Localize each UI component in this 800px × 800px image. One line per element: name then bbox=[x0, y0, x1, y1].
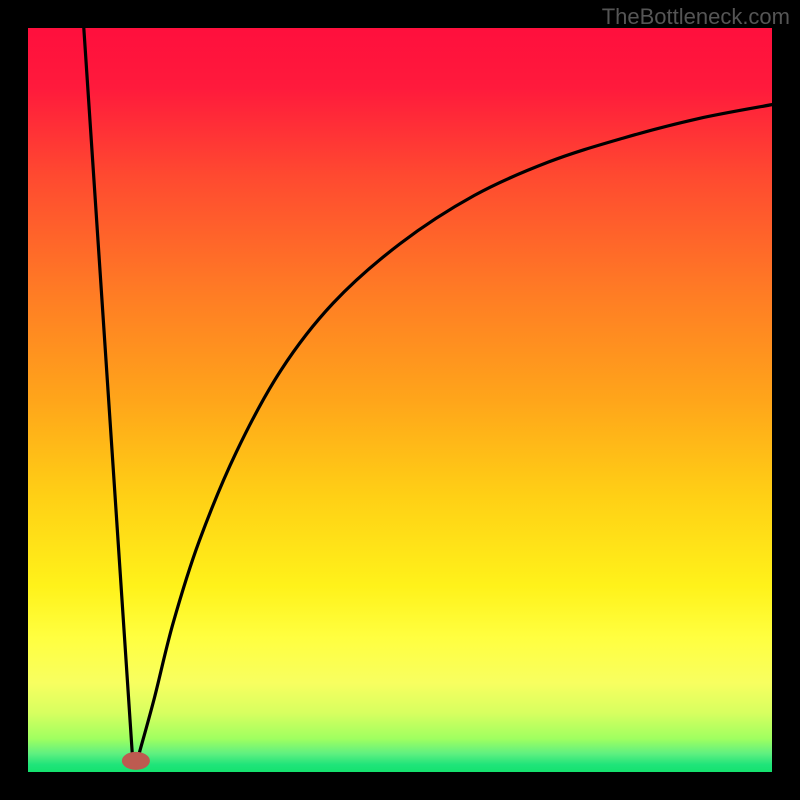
minimum-marker bbox=[122, 752, 150, 770]
chart-svg bbox=[0, 0, 800, 800]
chart-background bbox=[28, 28, 772, 772]
chart-stage: TheBottleneck.com bbox=[0, 0, 800, 800]
watermark-text: TheBottleneck.com bbox=[602, 4, 790, 30]
